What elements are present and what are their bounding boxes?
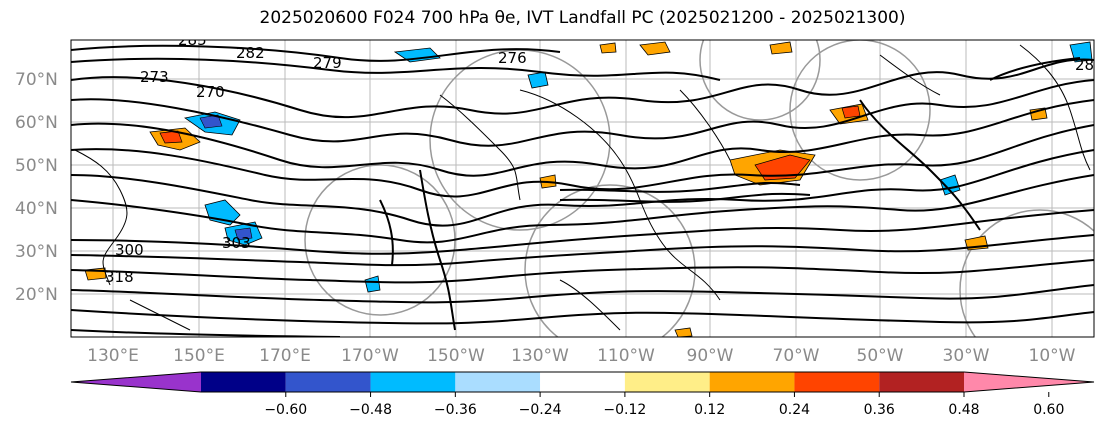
contour-label-270: 270 — [196, 83, 225, 101]
colorbar-segment — [370, 372, 456, 392]
map-title: 2025020600 F024 700 hPa θe, IVT Landfall… — [259, 8, 906, 28]
theta-e-contours — [71, 44, 1094, 337]
colorbar-extend-low — [71, 372, 201, 392]
longitude-labels: 130°E 150°E 170°E 170°W 150°W 130°W 110°… — [87, 346, 1076, 366]
map-frame — [70, 39, 1095, 338]
lon-label: 170°W — [341, 346, 399, 366]
lon-label: 10°W — [1029, 346, 1076, 366]
contour-label-273: 273 — [140, 68, 169, 86]
contour-label-318: 318 — [105, 268, 134, 286]
colorbar-segment — [201, 372, 286, 392]
contour-label-285: 285 — [178, 31, 207, 49]
lat-label: 60°N — [15, 113, 58, 133]
colorbar-segment — [794, 372, 880, 392]
lon-label: 50°W — [857, 346, 904, 366]
lon-label: 170°E — [259, 346, 311, 366]
lat-label: 40°N — [15, 199, 58, 219]
colorbar-segment — [709, 372, 795, 392]
latitude-labels: 70°N 60°N 50°N 40°N 30°N 20°N — [15, 70, 58, 305]
strong-negative-anomaly-patches — [199, 114, 253, 241]
contour-label-276: 276 — [498, 49, 527, 67]
colorbar-segment — [879, 372, 964, 392]
contour-label-279: 279 — [313, 54, 342, 72]
lat-label: 70°N — [15, 70, 58, 90]
strong-positive-anomaly-patches — [159, 105, 861, 181]
colorbar-tick-label: −0.36 — [434, 402, 477, 418]
lat-label: 30°N — [15, 242, 58, 262]
map-panel — [71, 40, 1094, 337]
contour-label-303: 303 — [222, 234, 251, 252]
lon-label: 30°W — [943, 346, 990, 366]
colorbar-tick-label: 0.36 — [864, 402, 895, 418]
map-content: 285 282 279 276 273 270 288 300 303 318 — [71, 31, 1104, 337]
lon-label: 110°W — [597, 346, 655, 366]
colorbar-outline — [70, 371, 1095, 393]
lon-label: 150°E — [173, 346, 225, 366]
lat-label: 50°N — [15, 156, 58, 176]
colorbar-tick-label: −0.24 — [519, 402, 562, 418]
lon-label: 130°E — [87, 346, 139, 366]
colorbar-segment — [285, 372, 371, 392]
colorbar-tick-label: 0.12 — [694, 402, 725, 418]
colorbar-segment — [624, 372, 710, 392]
contour-label-300: 300 — [115, 241, 144, 259]
contour-label-288: 288 — [1075, 56, 1104, 74]
colorbar-tick-label: −0.48 — [349, 402, 392, 418]
colorbar-segment — [540, 372, 625, 392]
colorbar-tick-label: 0.48 — [948, 402, 979, 418]
lon-label: 130°W — [511, 346, 569, 366]
colorbar: −0.60 −0.48 −0.36 −0.24 −0.12 0.12 0.24 0.36 0.4… — [70, 371, 1095, 418]
lon-label: 70°W — [773, 346, 820, 366]
contour-label-282: 282 — [236, 44, 265, 62]
contour-labels: 285 282 279 276 273 270 288 300 303 318 — [105, 31, 1104, 286]
colorbar-tick-label: −0.12 — [603, 402, 646, 418]
lon-label: 90°W — [687, 346, 734, 366]
lon-label: 150°W — [427, 346, 485, 366]
colorbar-extend-high — [964, 372, 1094, 392]
colorbar-segment — [455, 372, 541, 392]
colorbar-tick-label: 0.24 — [779, 402, 810, 418]
colorbar-tick-label: −0.60 — [264, 402, 307, 418]
colorbar-tick-label: 0.60 — [1033, 402, 1064, 418]
coastlines — [74, 44, 1091, 331]
lat-label: 20°N — [15, 285, 58, 305]
